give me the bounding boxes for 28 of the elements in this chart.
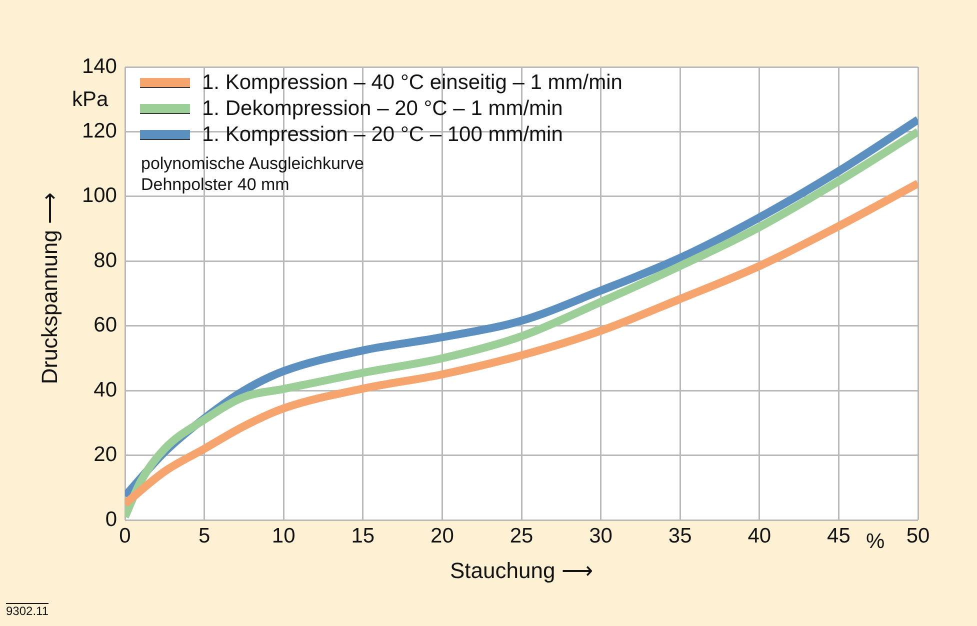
- x-axis-title: Stauchung ⟶: [450, 558, 594, 584]
- legend-label: 1. Kompression – 20 °C – 100 mm/min: [202, 123, 563, 147]
- x-tick-label: 10: [272, 524, 296, 548]
- x-tick-label: 35: [668, 524, 692, 548]
- text: 9302.11: [6, 604, 48, 618]
- legend-label: 1. Kompression – 40 °C einseitig – 1 mm/min: [202, 71, 622, 95]
- x-tick-label: 50: [906, 524, 930, 548]
- x-tick-label: 45: [827, 524, 850, 548]
- y-tick-label: 120: [82, 120, 117, 143]
- y-tick-label: 60: [94, 314, 117, 337]
- x-tick-label: 40: [748, 524, 772, 548]
- y-axis-title: Druckspannung ⟶: [37, 190, 63, 386]
- x-tick-label: 30: [589, 524, 612, 548]
- y-tick-label: 20: [94, 443, 117, 466]
- x-tick-label: 15: [351, 524, 375, 548]
- x-tick-label: 25: [510, 524, 534, 548]
- y-tick-label: 0: [105, 508, 117, 531]
- x-tick-label: 5: [198, 524, 210, 548]
- y-tick-label: 140: [82, 54, 117, 78]
- y-tick-label: 80: [94, 248, 117, 272]
- x-tick-label: 20: [430, 524, 454, 548]
- legend-label: 1. Dekompression – 20 °C – 1 mm/min: [202, 97, 563, 121]
- y-tick-label: 40: [94, 378, 117, 402]
- annotation: polynomische Ausgleichkurve: [141, 154, 364, 174]
- text: kPa: [72, 88, 108, 112]
- y-tick-label: 100: [82, 184, 117, 208]
- annotation: Dehnpolster 40 mm: [141, 175, 290, 195]
- text: %: [866, 530, 885, 554]
